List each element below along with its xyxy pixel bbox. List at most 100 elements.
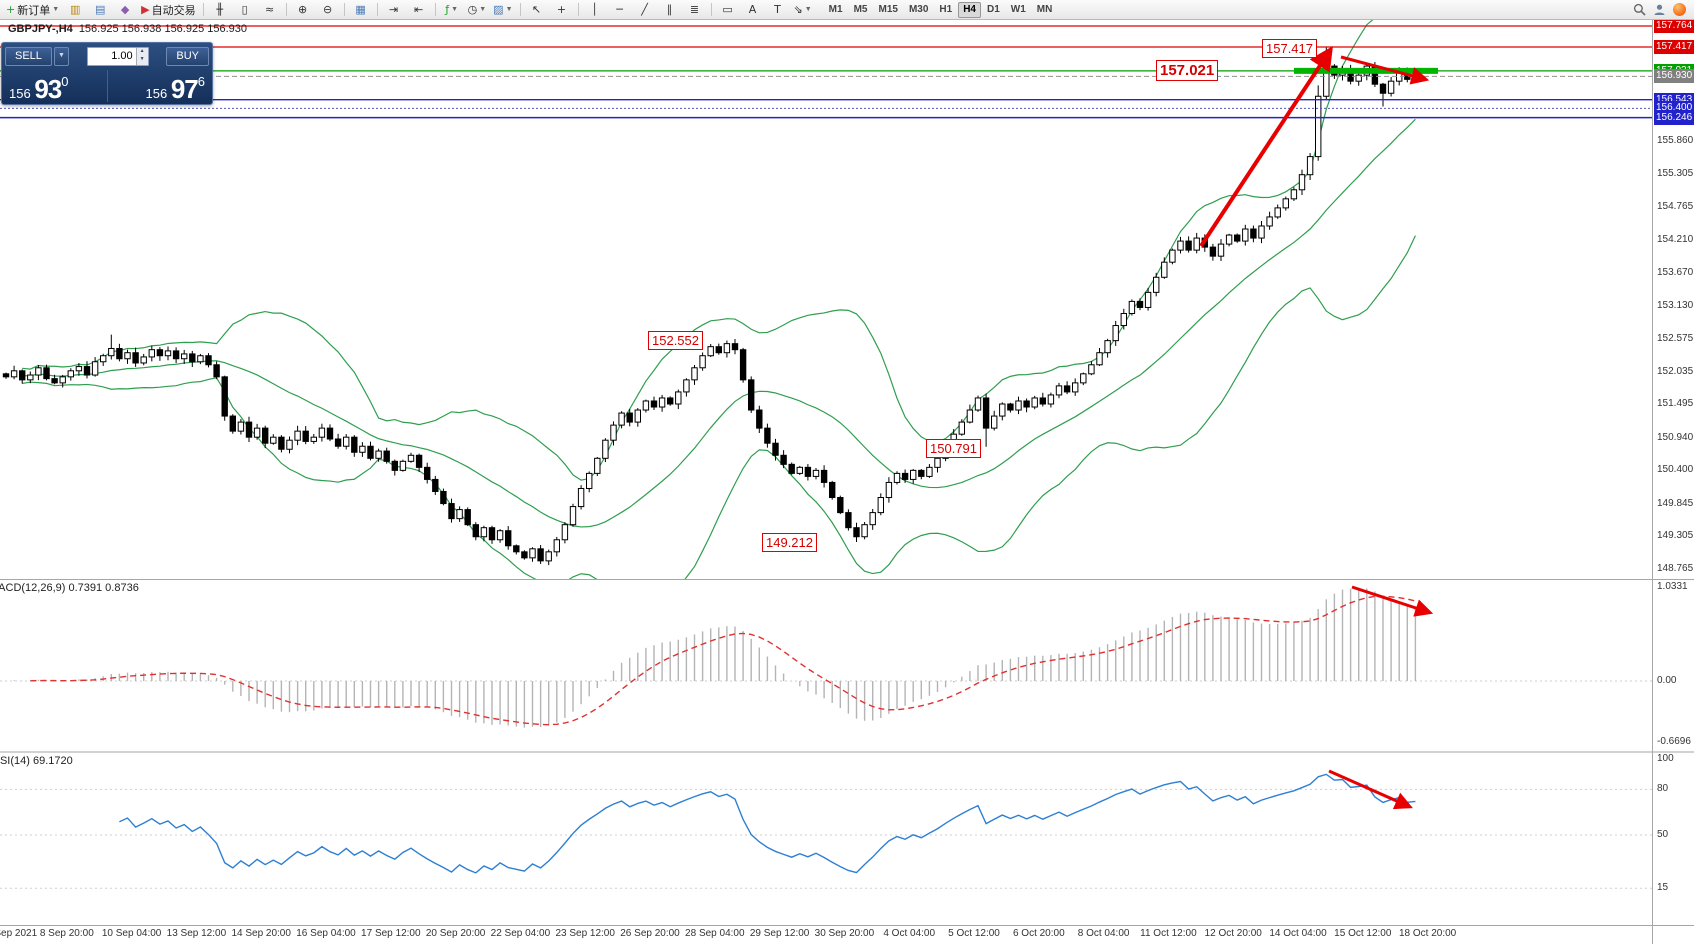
chevron-down-icon: ▼ [479, 6, 487, 13]
time-axis-label[interactable]: 11 Oct 12:00 [1140, 928, 1197, 939]
price-axis-label[interactable]: 148.765 [1657, 563, 1694, 575]
lot-decrement-button[interactable]: ▼ [136, 56, 148, 65]
crosshair-button[interactable]: + [550, 1, 574, 19]
time-axis-label[interactable]: 23 Sep 12:00 [555, 928, 615, 939]
sell-button[interactable]: SELL [5, 46, 52, 66]
price-axis-label[interactable]: 154.210 [1657, 234, 1694, 246]
time-axis-label[interactable]: 13 Sep 12:00 [166, 928, 227, 939]
timeframe-m30[interactable]: M30 [908, 3, 929, 15]
chart-shift-button[interactable]: ⇤ [407, 1, 431, 19]
charts-button[interactable]: ▥ [63, 1, 87, 19]
fibonacci-button[interactable]: ≣ [683, 1, 707, 19]
time-axis-label[interactable]: 5 Oct 12:00 [948, 928, 1000, 939]
trade-mode-caret[interactable]: ▼ [53, 46, 69, 66]
time-axis-label[interactable]: 14 Oct 04:00 [1269, 928, 1327, 939]
toolbar-button-label: 新订单 [17, 4, 51, 17]
timeframe-mn[interactable]: MN [1036, 3, 1053, 15]
time-axis-label[interactable]: 26 Sep 20:00 [620, 928, 680, 939]
toolbar-separator [434, 3, 436, 16]
autotrade-button[interactable]: ▶ 自动交易 [138, 1, 198, 19]
timeframe-d1[interactable]: D1 [986, 3, 1000, 15]
time-axis-label[interactable]: 28 Sep 04:00 [685, 928, 745, 939]
time-axis-label[interactable]: 8 Oct 04:00 [1077, 928, 1130, 939]
price-axis-label[interactable]: 155.860 [1657, 134, 1694, 146]
time-axis-label[interactable]: 8 Sep 20:00 [39, 928, 94, 939]
price-annotation: 150.791 [926, 439, 981, 458]
lot-increment-button[interactable]: ▲ [136, 47, 148, 56]
time-axis-label[interactable]: 6 Oct 20:00 [1012, 928, 1065, 939]
price-axis-label[interactable]: 155.305 [1657, 168, 1694, 180]
time-axis-label[interactable]: 17 Sep 12:00 [361, 928, 421, 939]
timeframe-w1[interactable]: W1 [1010, 3, 1026, 15]
price-axis-label[interactable]: 153.130 [1657, 299, 1694, 311]
search-icon[interactable] [1633, 3, 1646, 16]
horizontal-line-button[interactable]: ─ [608, 1, 632, 19]
chart-bars-button[interactable]: ╫ [208, 1, 232, 19]
time-axis-label[interactable]: 16 Sep 04:00 [296, 928, 356, 939]
price-axis-label[interactable]: 151.495 [1657, 398, 1694, 410]
zoom-out-button[interactable]: ⊖ [316, 1, 340, 19]
textlabel-button[interactable]: T [766, 1, 790, 19]
shapes-button[interactable]: ▭ [716, 1, 740, 19]
price-annotation: 152.552 [648, 331, 703, 350]
price-tag: 157.417 [1654, 39, 1694, 54]
time-axis-label[interactable]: 18 Oct 20:00 [1398, 928, 1457, 939]
sell-price[interactable]: 156 930 [9, 74, 69, 104]
rsi-axis-label: 80 [1657, 783, 1669, 795]
profiles-button[interactable]: ▤ [88, 1, 112, 19]
time-axis-label[interactable]: 20 Sep 20:00 [425, 928, 486, 939]
tile-windows-icon: ▦ [355, 3, 366, 16]
lot-size-value[interactable]: 1.00 [111, 49, 133, 62]
community-badge-icon[interactable] [1673, 3, 1686, 16]
time-axis-label[interactable]: 8 Sep 2021 [0, 928, 38, 939]
arrows-button[interactable]: ⇘ ▼ [791, 1, 815, 19]
buy-button[interactable]: BUY [166, 46, 209, 66]
price-axis-label[interactable]: 152.035 [1657, 365, 1694, 377]
macd-indicator-label: MACD(12,26,9) 0.7391 0.8736 [0, 582, 139, 594]
time-axis-label[interactable]: 22 Sep 04:00 [490, 928, 551, 939]
indicators-button[interactable]: ƒ ▼ [440, 1, 464, 19]
price-axis-label[interactable]: 152.575 [1657, 333, 1694, 345]
price-axis-label[interactable]: 149.305 [1657, 530, 1694, 542]
price-axis-label[interactable]: 154.765 [1657, 200, 1694, 212]
rsi-axis-label: 100 [1657, 753, 1674, 764]
chart-candles-button[interactable]: ▯ [233, 1, 257, 19]
buy-price[interactable]: 156 976 [145, 74, 205, 104]
zoom-in-button[interactable]: ⊕ [291, 1, 315, 19]
periods-button[interactable]: ◷ ▼ [465, 1, 490, 19]
templates-icon: ▨ [493, 3, 504, 16]
text-button[interactable]: A [741, 1, 765, 19]
trendline-button[interactable]: ╱ [633, 1, 657, 19]
indicators-icon: ƒ [445, 3, 450, 16]
vertical-line-button[interactable]: │ [583, 1, 607, 19]
timeframe-h4[interactable]: H4 [958, 1, 981, 18]
cursor-button[interactable]: ↖ [525, 1, 549, 19]
time-axis-label[interactable]: 10 Sep 04:00 [101, 928, 162, 939]
price-axis-label[interactable]: 150.400 [1657, 464, 1694, 476]
tile-windows-button[interactable]: ▦ [349, 1, 373, 19]
profiles-icon: ▤ [94, 3, 106, 16]
time-axis-label[interactable]: 4 Oct 04:00 [883, 928, 936, 939]
time-axis-label[interactable]: 15 Oct 12:00 [1334, 928, 1392, 939]
templates-button[interactable]: ▨ ▼ [490, 1, 515, 19]
shapes-icon: ▭ [722, 3, 733, 16]
accounts-icon[interactable] [1653, 3, 1666, 16]
chart-line-button[interactable]: ≈ [258, 1, 282, 19]
timeframe-m1[interactable]: M1 [828, 3, 843, 15]
auto-scroll-button[interactable]: ⇥ [382, 1, 406, 19]
new-order-button[interactable]: + 新订单 ▼ [3, 1, 62, 19]
lot-size-input[interactable]: 1.00 ▲ ▼ [86, 46, 149, 66]
timeframe-h1[interactable]: H1 [939, 3, 953, 15]
price-axis-label[interactable]: 150.940 [1657, 431, 1694, 443]
time-axis-label[interactable]: 14 Sep 20:00 [231, 928, 291, 939]
timeframe-m5[interactable]: M5 [853, 3, 868, 15]
timeframe-m15[interactable]: M15 [878, 3, 898, 15]
price-axis-label[interactable]: 153.670 [1657, 267, 1694, 279]
time-axis-label[interactable]: 30 Sep 20:00 [814, 928, 875, 939]
price-axis-label[interactable]: 149.845 [1657, 497, 1694, 509]
time-axis-label[interactable]: 29 Sep 12:00 [749, 928, 810, 939]
metaeditor-button[interactable]: ◆ [113, 1, 137, 19]
time-axis-label[interactable]: 12 Oct 20:00 [1204, 928, 1262, 939]
channel-button[interactable]: ∥ [658, 1, 682, 19]
